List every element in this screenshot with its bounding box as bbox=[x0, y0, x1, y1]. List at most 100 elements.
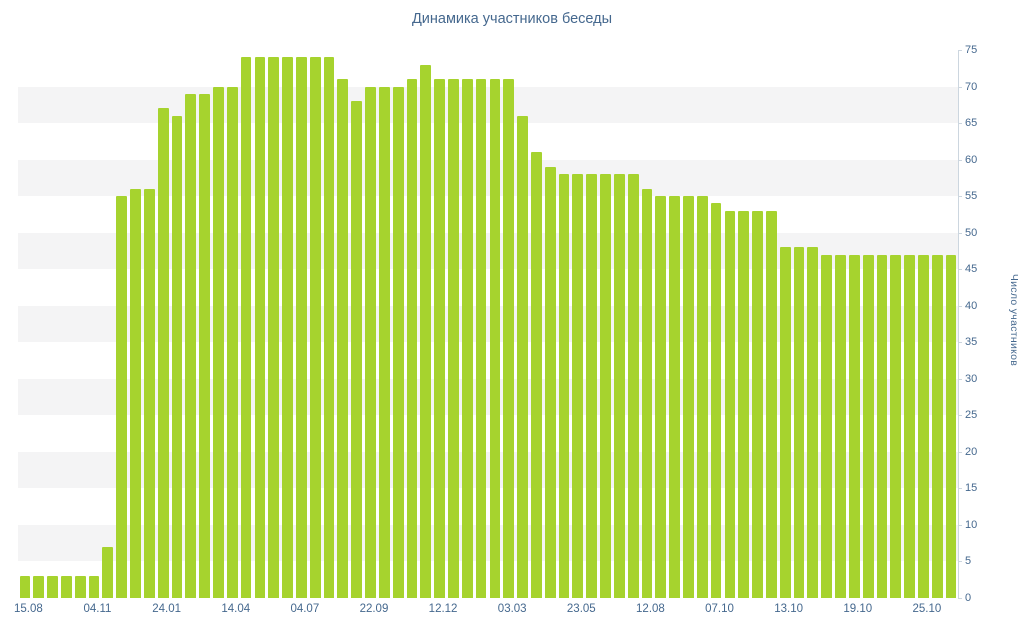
y-tick-label: 50 bbox=[965, 226, 978, 239]
bar[interactable] bbox=[835, 254, 846, 598]
bar[interactable] bbox=[240, 57, 252, 598]
bar[interactable] bbox=[683, 196, 694, 598]
y-tick-mark bbox=[958, 524, 962, 526]
bar[interactable] bbox=[47, 576, 58, 598]
bar[interactable] bbox=[88, 576, 100, 598]
bar[interactable] bbox=[268, 57, 280, 598]
bar[interactable] bbox=[544, 166, 556, 598]
bar[interactable] bbox=[641, 188, 653, 598]
bar[interactable] bbox=[213, 86, 224, 598]
y-tick-mark bbox=[958, 159, 962, 161]
y-tick-label: 65 bbox=[965, 117, 978, 130]
bar[interactable] bbox=[226, 86, 238, 598]
x-tick-label: 13.10 bbox=[774, 603, 804, 615]
bar[interactable] bbox=[337, 79, 349, 598]
bar[interactable] bbox=[392, 86, 404, 598]
bar[interactable] bbox=[503, 79, 515, 598]
bar[interactable] bbox=[434, 79, 446, 598]
y-tick-label: 30 bbox=[965, 372, 978, 385]
bar[interactable] bbox=[282, 57, 293, 598]
bar[interactable] bbox=[254, 57, 266, 598]
bar[interactable] bbox=[931, 254, 943, 598]
bar[interactable] bbox=[600, 174, 611, 598]
bar[interactable] bbox=[19, 576, 31, 598]
y-tick-label: 0 bbox=[965, 592, 972, 604]
bar[interactable] bbox=[365, 86, 376, 598]
y-tick-mark bbox=[958, 342, 962, 344]
y-tick-label: 10 bbox=[965, 518, 978, 531]
x-tick-label: 14.04 bbox=[221, 603, 251, 615]
bar[interactable] bbox=[945, 254, 957, 598]
y-tick-mark bbox=[958, 378, 962, 380]
y-tick-mark bbox=[958, 451, 962, 453]
bar[interactable] bbox=[613, 174, 625, 598]
chart-title: Динамика участников беседы bbox=[411, 11, 613, 27]
bar[interactable] bbox=[309, 57, 321, 598]
bar[interactable] bbox=[130, 188, 141, 598]
bar[interactable] bbox=[378, 86, 390, 598]
y-tick-label: 15 bbox=[965, 482, 978, 495]
x-tick-label: 07.10 bbox=[705, 603, 734, 615]
bar[interactable] bbox=[696, 196, 708, 598]
y-tick-mark bbox=[958, 123, 962, 125]
bar[interactable] bbox=[406, 79, 418, 598]
bar[interactable] bbox=[74, 576, 86, 598]
bar[interactable] bbox=[807, 247, 819, 598]
y-tick-label: 5 bbox=[965, 555, 972, 568]
y-tick-label: 20 bbox=[965, 445, 978, 458]
y-tick-mark bbox=[958, 86, 962, 88]
y-axis-title: Число участников bbox=[1008, 273, 1020, 367]
bar[interactable] bbox=[171, 115, 183, 598]
y-tick-label: 40 bbox=[965, 299, 978, 312]
y-tick-mark bbox=[958, 232, 962, 234]
y-tick-label: 45 bbox=[965, 263, 978, 276]
bar[interactable] bbox=[295, 57, 307, 598]
bar[interactable] bbox=[793, 247, 805, 598]
bar[interactable] bbox=[586, 174, 598, 598]
bar[interactable] bbox=[116, 196, 128, 598]
bar[interactable] bbox=[752, 210, 763, 598]
bar[interactable] bbox=[102, 546, 114, 598]
bar[interactable] bbox=[475, 79, 487, 598]
bar[interactable] bbox=[157, 108, 169, 598]
bar[interactable] bbox=[33, 576, 45, 598]
y-tick-label: 70 bbox=[965, 80, 978, 93]
bar[interactable] bbox=[821, 254, 833, 598]
bar[interactable] bbox=[199, 93, 211, 598]
y-tick-mark bbox=[958, 488, 962, 490]
y-tick-mark bbox=[958, 561, 962, 563]
bar[interactable] bbox=[323, 57, 335, 598]
bar[interactable] bbox=[461, 79, 473, 598]
bar[interactable] bbox=[627, 174, 639, 598]
bar[interactable] bbox=[765, 210, 777, 598]
bar[interactable] bbox=[420, 64, 432, 598]
bar[interactable] bbox=[710, 203, 722, 598]
bar[interactable] bbox=[558, 174, 570, 598]
bar[interactable] bbox=[448, 79, 459, 598]
bar[interactable] bbox=[572, 174, 584, 598]
y-tick-mark bbox=[958, 415, 962, 417]
x-tick-label: 25.10 bbox=[912, 603, 942, 615]
bar[interactable] bbox=[848, 254, 860, 598]
bar[interactable] bbox=[738, 210, 750, 598]
y-tick-mark bbox=[958, 269, 962, 271]
bar[interactable] bbox=[60, 576, 72, 598]
bar[interactable] bbox=[779, 247, 791, 598]
bar[interactable] bbox=[517, 115, 528, 598]
bar[interactable] bbox=[904, 254, 916, 598]
bar[interactable] bbox=[862, 254, 874, 598]
bar[interactable] bbox=[351, 101, 363, 598]
bar[interactable] bbox=[185, 93, 197, 598]
bar[interactable] bbox=[669, 196, 681, 598]
bar[interactable] bbox=[724, 210, 736, 598]
y-tick-label: 55 bbox=[965, 190, 978, 203]
bar[interactable] bbox=[655, 196, 667, 598]
bar[interactable] bbox=[143, 188, 155, 598]
bar[interactable] bbox=[890, 254, 902, 598]
bar[interactable] bbox=[876, 254, 888, 598]
bar[interactable] bbox=[918, 254, 929, 598]
bar[interactable] bbox=[530, 152, 542, 598]
bar[interactable] bbox=[489, 79, 501, 598]
y-tick-mark bbox=[958, 305, 962, 307]
y-tick-mark bbox=[958, 50, 962, 51]
